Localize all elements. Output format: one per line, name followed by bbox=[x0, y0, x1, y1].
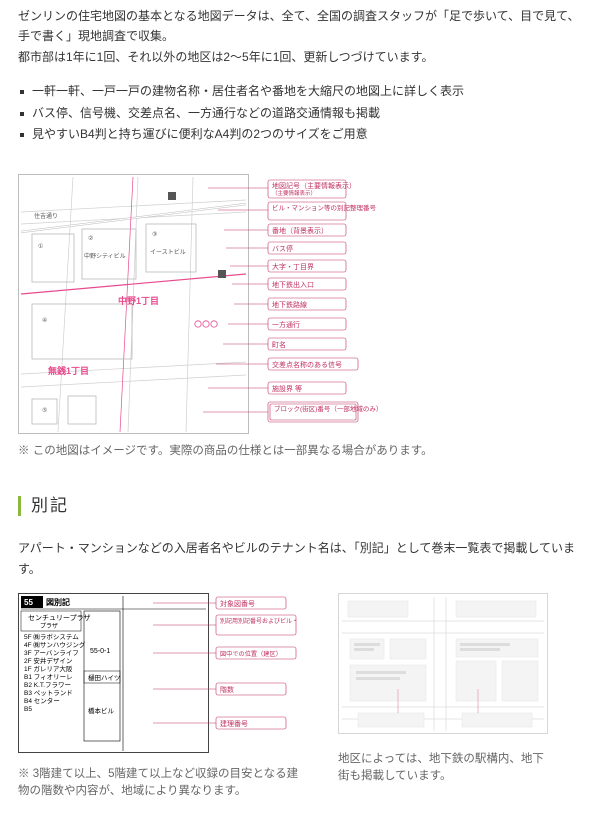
svg-text:B2 K.T.フラワー: B2 K.T.フラワー bbox=[24, 681, 71, 689]
building-label: イーストビル bbox=[150, 248, 186, 256]
main-map-caption: ※ この地図はイメージです。実際の商品の仕様とは一部異なる場合があります。 bbox=[18, 442, 583, 462]
building-label: 中野シティビル bbox=[84, 252, 126, 260]
svg-text:地図記号（主要情報表示）: 地図記号（主要情報表示） bbox=[272, 181, 356, 190]
section-heading: 別記 bbox=[18, 492, 583, 521]
svg-text:①: ① bbox=[38, 243, 43, 250]
svg-text:地下鉄路線: 地下鉄路線 bbox=[272, 300, 307, 309]
svg-text:別記用別記番号およびビル・マンション名: 別記用別記番号およびビル・マンション名 bbox=[220, 617, 298, 625]
svg-text:ビル・マンション等の別記整理番号: ビル・マンション等の別記整理番号 bbox=[272, 203, 377, 212]
feature-item: バス停、信号機、交差点名、一方通行などの道路交通情報も掲載 bbox=[18, 103, 583, 125]
svg-text:5F ㈱ラボシステム: 5F ㈱ラボシステム bbox=[24, 632, 79, 641]
svg-text:橋本ビル: 橋本ビル bbox=[88, 706, 115, 715]
intro-line-2: 都市部は1年に1回、それ以外の地区は2〜5年に1回、更新しつづけています。 bbox=[18, 47, 583, 67]
block-legend-svg: 55 図別記 センチュリープラザ プラザ 5F ㈱ラボシステム 4F ㈱サンハウ… bbox=[18, 593, 298, 753]
underground-map-figure: 地区によっては、地下鉄の駅構内、地下街も掲載しています。 bbox=[338, 593, 548, 785]
svg-text:ブロック(街区)番号（一部地域のみ）: ブロック(街区)番号（一部地域のみ） bbox=[274, 404, 382, 413]
svg-text:センチュリープラザ: センチュリープラザ bbox=[28, 614, 91, 622]
svg-text:⑤: ⑤ bbox=[42, 407, 47, 414]
svg-text:地下鉄出入口: 地下鉄出入口 bbox=[272, 280, 314, 289]
svg-text:B4 センター: B4 センター bbox=[24, 696, 60, 705]
svg-text:町名: 町名 bbox=[272, 340, 286, 349]
svg-text:B3 ペットランド: B3 ペットランド bbox=[24, 689, 73, 697]
svg-text:大字・丁目界: 大字・丁目界 bbox=[272, 262, 314, 271]
underground-map-caption: 地区によっては、地下鉄の駅構内、地下街も掲載しています。 bbox=[338, 751, 548, 786]
svg-text:図中での位置（建区）: 図中での位置（建区） bbox=[220, 650, 282, 658]
svg-text:建理番号: 建理番号 bbox=[220, 719, 248, 728]
intro-block: ゼンリンの住宅地図の基本となる地図データは、全て、全国の調査スタッフが「足で歩い… bbox=[18, 6, 583, 67]
svg-text:B1 フィオリーレ: B1 フィオリーレ bbox=[24, 673, 73, 681]
underground-map-svg bbox=[338, 593, 548, 738]
svg-text:図別記: 図別記 bbox=[46, 597, 70, 607]
svg-text:③: ③ bbox=[152, 231, 157, 238]
svg-text:55: 55 bbox=[24, 598, 33, 607]
svg-text:4F ㈱サンハウジング: 4F ㈱サンハウジング bbox=[24, 640, 86, 649]
intro-line-1: ゼンリンの住宅地図の基本となる地図データは、全て、全国の調査スタッフが「足で歩い… bbox=[18, 6, 583, 47]
street-label: 住吉通り bbox=[34, 212, 58, 220]
block-legend-caption: ※ 3階建て以上、5階建て以上など収録の目安となる建物の階数や内容が、地域により… bbox=[18, 766, 308, 801]
main-map-figure: 住吉通り 中野シティビル イーストビル 中野1丁目 無銭1丁目 ① ② ③ ④ … bbox=[18, 174, 583, 434]
svg-text:番地（背景表示）: 番地（背景表示） bbox=[272, 226, 328, 235]
svg-text:3F アーバンライフ: 3F アーバンライフ bbox=[24, 649, 79, 657]
main-map-svg: 住吉通り 中野シティビル イーストビル 中野1丁目 無銭1丁目 ① ② ③ ④ … bbox=[18, 174, 438, 434]
svg-text:1F ガレリア大阪: 1F ガレリア大阪 bbox=[24, 664, 73, 673]
heading-accent-bar bbox=[18, 496, 21, 516]
feature-list: 一軒一軒、一戸一戸の建物名称・居住者名や番地を大縮尺の地図上に詳しく表示 バス停… bbox=[18, 81, 583, 146]
svg-text:施設界 等: 施設界 等 bbox=[272, 384, 302, 393]
svg-text:②: ② bbox=[88, 235, 93, 242]
svg-text:一方通行: 一方通行 bbox=[272, 320, 300, 329]
svg-text:55-0-1: 55-0-1 bbox=[90, 648, 110, 655]
ward-label: 中野1丁目 bbox=[118, 295, 159, 306]
svg-text:対象図番号: 対象図番号 bbox=[220, 599, 255, 608]
section-title: 別記 bbox=[31, 492, 69, 521]
section-description: アパート・マンションなどの入居者名やビルのテナント名は、「別記」として巻末一覧表… bbox=[18, 538, 583, 579]
svg-text:交差点名称のある信号: 交差点名称のある信号 bbox=[272, 360, 342, 369]
svg-text:2F 安井デザイン: 2F 安井デザイン bbox=[24, 656, 72, 665]
svg-text:プラザ: プラザ bbox=[40, 623, 58, 630]
svg-text:階数: 階数 bbox=[220, 685, 234, 694]
svg-text:（主要情報表示）: （主要情報表示） bbox=[272, 189, 316, 197]
feature-item: 見やすいB4判と持ち運びに便利なA4判の2つのサイズをご用意 bbox=[18, 124, 583, 146]
svg-text:B5: B5 bbox=[24, 706, 32, 713]
block-legend-figure: 55 図別記 センチュリープラザ プラザ 5F ㈱ラボシステム 4F ㈱サンハウ… bbox=[18, 593, 308, 800]
ward-label: 無銭1丁目 bbox=[48, 365, 89, 376]
feature-item: 一軒一軒、一戸一戸の建物名称・居住者名や番地を大縮尺の地図上に詳しく表示 bbox=[18, 81, 583, 103]
svg-text:樋田ハイツ: 樋田ハイツ bbox=[88, 673, 120, 682]
svg-text:④: ④ bbox=[42, 317, 47, 324]
svg-text:バス停: バス停 bbox=[272, 244, 293, 253]
